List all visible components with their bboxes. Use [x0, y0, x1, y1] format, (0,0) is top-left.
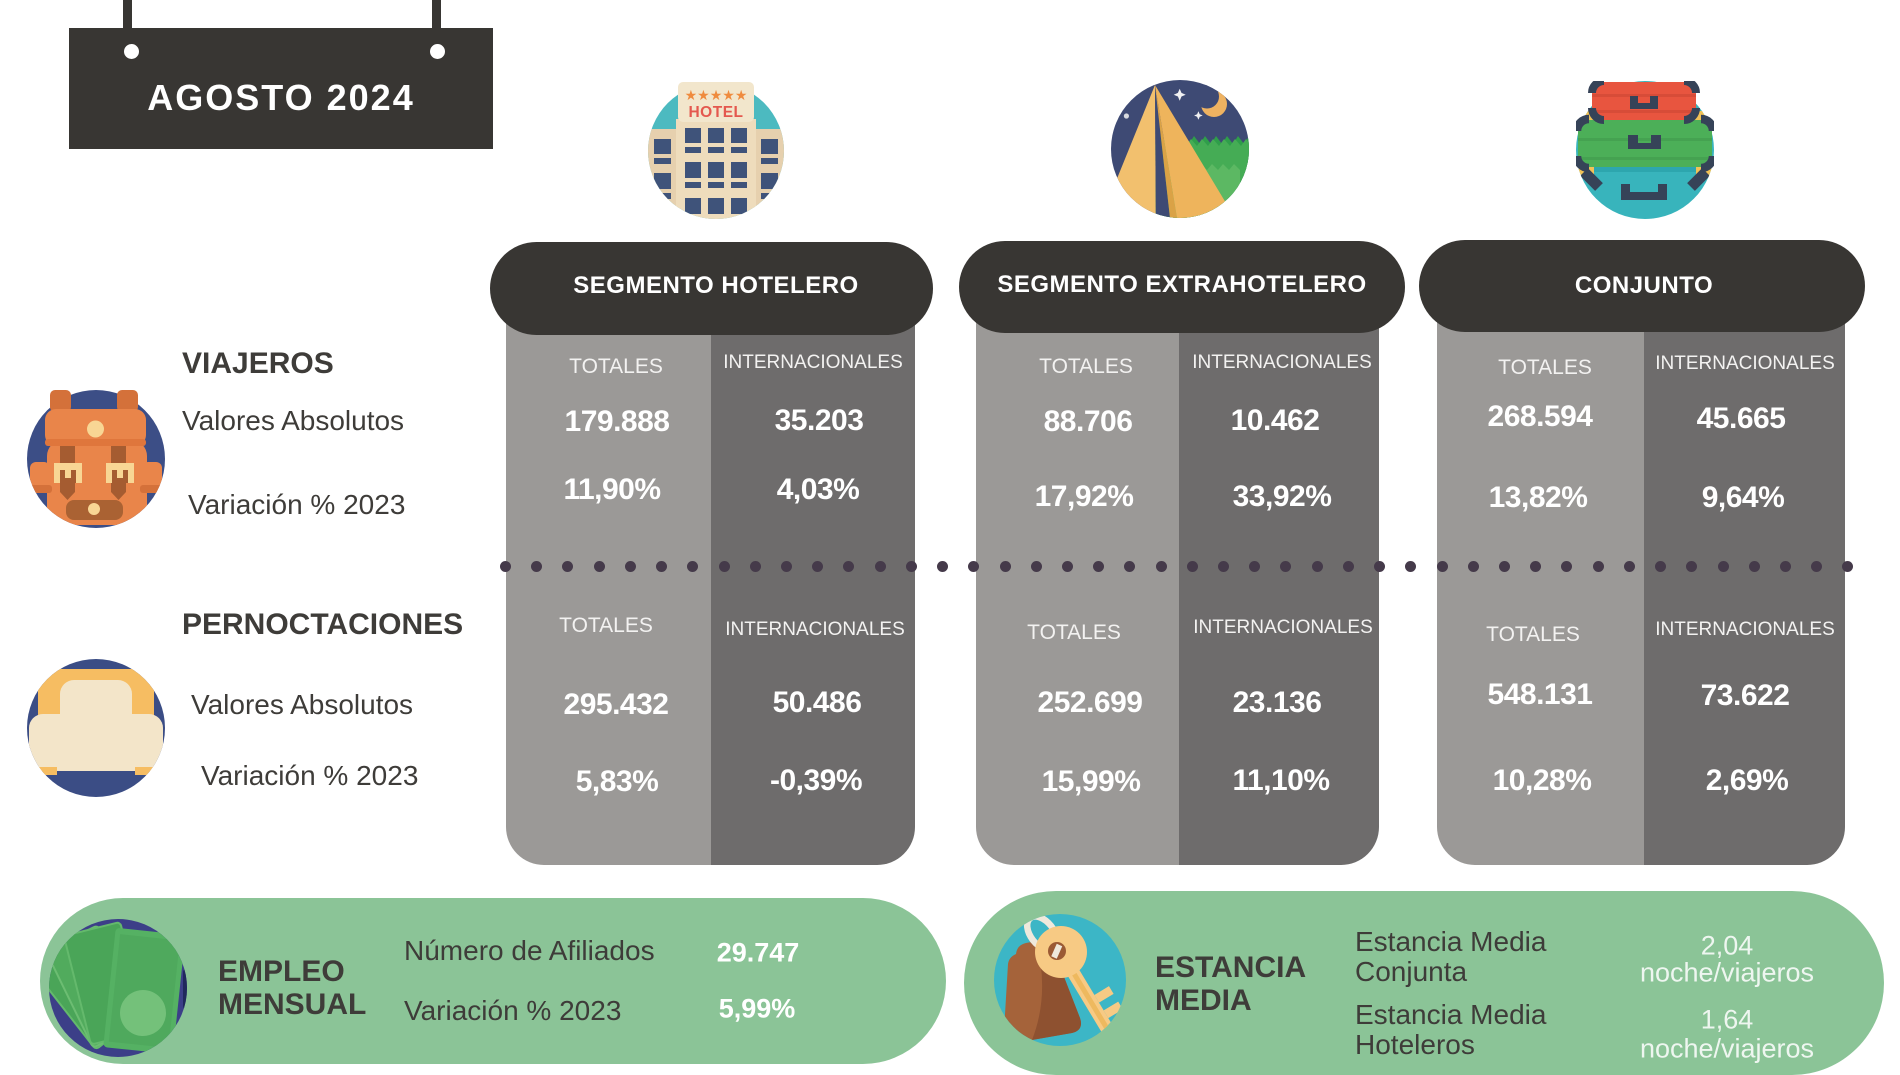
svg-text:★★★★★: ★★★★★ — [685, 87, 748, 103]
svg-text:HOTEL: HOTEL — [688, 104, 743, 121]
